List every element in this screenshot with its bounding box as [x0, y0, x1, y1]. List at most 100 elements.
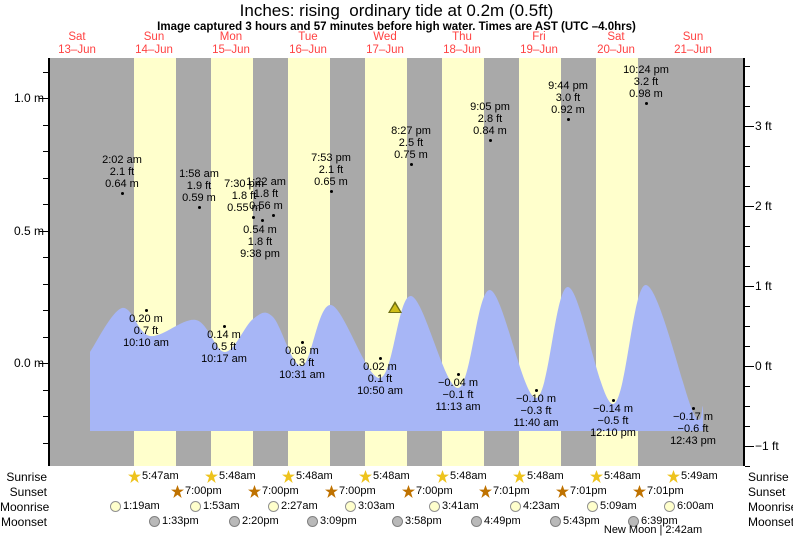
tide-label-line: 10:17 am	[201, 353, 247, 365]
almanac-row-label-right: Moonset	[748, 515, 793, 529]
sunset-star-icon	[402, 485, 415, 498]
tide-label-line: −0.14 m	[592, 403, 634, 415]
right-axis-tick	[745, 246, 750, 247]
almanac-time: 6:00am	[677, 500, 714, 512]
tide-event-label: 9:05 pm 2.8 ft 0.84 m	[470, 101, 510, 137]
right-axis-tick	[745, 286, 754, 287]
tide-label-line: 12:43 pm	[670, 435, 716, 447]
right-axis-tick	[745, 366, 754, 367]
sunset-star-icon	[556, 485, 569, 498]
almanac-row-label-right: Moonrise	[748, 500, 793, 514]
almanac-entry-sunset: 7:00pm	[402, 485, 453, 498]
day-date: 21–Jun	[674, 43, 712, 56]
tide-label-line: 10:31 am	[279, 369, 325, 381]
low-tide-dot	[379, 357, 382, 360]
left-axis-tick	[39, 363, 48, 364]
tide-event-label: 1:58 am 1.9 ft 0.59 m	[179, 168, 219, 204]
tide-event-label: 7:53 pm 2.1 ft 0.65 m	[311, 152, 351, 188]
moonset-icon	[392, 516, 403, 527]
tide-event-label: 2:02 am 2.1 ft 0.64 m	[102, 154, 142, 190]
day-header: Sun 14–Jun	[135, 31, 173, 56]
almanac-entry-moonset: 4:49pm	[471, 515, 521, 528]
tide-label-line: 8:27 pm	[391, 125, 431, 137]
left-axis-tick-label: 1.0 m	[13, 91, 44, 105]
tide-label-line: 0.59 m	[182, 192, 216, 204]
tide-event-label: −0.04 m −0.1 ft 11:13 am	[435, 377, 480, 413]
low-tide-dot	[457, 373, 460, 376]
tide-label-line: 1.8 ft	[253, 188, 279, 200]
right-axis-tick	[745, 386, 750, 387]
almanac-row-label-left: Moonset	[0, 515, 47, 529]
left-axis-tick-label: 0.5 m	[13, 224, 44, 238]
current-time-marker-fill	[390, 304, 400, 312]
tide-event-label: 0.20 m 0.7 ft 10:10 am	[123, 313, 169, 349]
sunrise-star-icon	[205, 470, 218, 483]
tide-label-line: 1.8 ft	[247, 236, 273, 248]
right-axis-tick-label: 3 ft	[755, 119, 772, 133]
day-date: 20–Jun	[597, 43, 635, 56]
day-date: 16–Jun	[289, 43, 327, 56]
left-axis-tick	[43, 125, 48, 126]
almanac-time: 4:23am	[523, 500, 560, 512]
tide-label-line: −0.6 ft	[677, 423, 709, 435]
almanac-entry-sunset: 7:01pm	[556, 485, 607, 498]
almanac-entry-moonrise: 3:41am	[429, 500, 479, 513]
tide-label-line: 2.1 ft	[318, 164, 344, 176]
high-tide-dot	[121, 192, 124, 195]
almanac-time: 7:00pm	[339, 485, 376, 497]
almanac-entry-sunrise: 5:48am	[359, 470, 410, 483]
almanac-entry-moonset: 2:20pm	[229, 515, 279, 528]
almanac-entry-moonrise: 3:03am	[345, 500, 395, 513]
almanac-entry-sunset: 7:00pm	[325, 485, 376, 498]
tide-label-line: 0.14 m	[207, 329, 241, 341]
tide-event-label: 0.08 m 0.3 ft 10:31 am	[279, 345, 325, 381]
almanac-time: 7:01pm	[647, 485, 684, 497]
tide-label-line: 7:30 pm	[224, 178, 264, 190]
new-moon-note: New Moon | 2:42am	[603, 524, 703, 536]
tide-label-line: 2.8 ft	[477, 113, 503, 125]
day-header: Tue 16–Jun	[289, 31, 327, 56]
almanac-row-label-left: Sunrise	[6, 470, 47, 484]
day-date: 15–Jun	[212, 43, 250, 56]
day-name: Sun	[143, 31, 165, 43]
right-axis-tick	[745, 266, 750, 267]
almanac-time: 1:19am	[123, 500, 160, 512]
low-tide-dot	[612, 399, 615, 402]
day-header: Wed 17–Jun	[366, 31, 404, 56]
tide-label-line: 0.08 m	[285, 345, 319, 357]
right-axis-tick	[745, 446, 754, 447]
tide-label-line: 0.5 ft	[211, 341, 237, 353]
sunrise-star-icon	[282, 470, 295, 483]
tide-label-line: 2.5 ft	[398, 137, 424, 149]
day-name: Sat	[68, 31, 86, 43]
high-tide-dot	[198, 206, 201, 209]
almanac-entry-sunrise: 5:47am	[128, 470, 179, 483]
almanac-time: 7:01pm	[570, 485, 607, 497]
almanac-time: 3:41am	[442, 500, 479, 512]
moonset-icon	[307, 516, 318, 527]
day-name: Sat	[607, 31, 625, 43]
day-header: Sat 13–Jun	[58, 31, 96, 56]
tide-label-line: −0.1 ft	[442, 389, 474, 401]
right-axis-tick	[745, 206, 754, 207]
tide-label-line: 0.02 m	[363, 361, 397, 373]
almanac-time: 5:43pm	[563, 515, 600, 527]
tide-label-line: 1.9 ft	[186, 180, 212, 192]
tide-event-label: 8:27 pm 2.5 ft 0.75 m	[391, 125, 431, 161]
left-axis-tick	[39, 98, 48, 99]
sunrise-star-icon	[436, 470, 449, 483]
tide-label-line: 9:05 pm	[470, 101, 510, 113]
sunrise-star-icon	[590, 470, 603, 483]
moonrise-icon	[345, 501, 356, 512]
tide-label-line: 3.0 ft	[555, 92, 581, 104]
almanac-row-label-right: Sunset	[748, 485, 786, 499]
tide-label-line: 0.64 m	[105, 178, 139, 190]
moonrise-icon	[110, 501, 121, 512]
chart-title: Inches: rising ordinary tide at 0.2m (0.…	[239, 1, 554, 20]
right-axis-tick-label: −1 ft	[755, 439, 779, 453]
moonrise-icon	[587, 501, 598, 512]
tide-curve	[90, 284, 703, 431]
moonset-icon	[550, 516, 561, 527]
tide-label-line: 7:53 pm	[311, 152, 351, 164]
high-tide-dot	[567, 118, 570, 121]
